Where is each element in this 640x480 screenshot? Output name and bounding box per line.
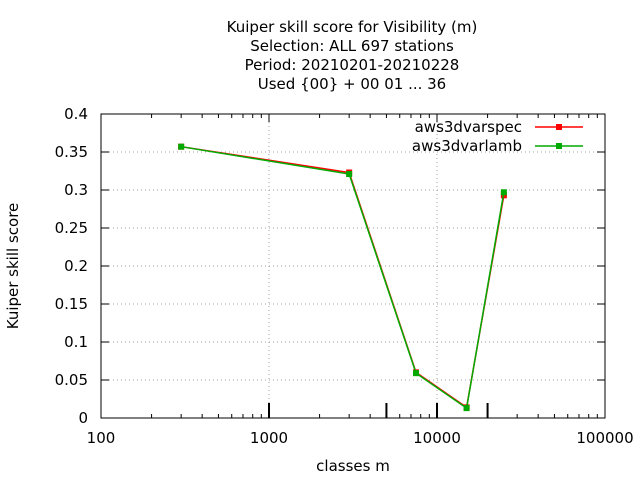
legend-marker — [556, 124, 562, 130]
x-tick-label: 100 — [87, 429, 116, 447]
x-tick-labels: 100 1000 10000 100000 — [87, 429, 634, 447]
x-tick-label: 1000 — [250, 429, 288, 447]
title-line: Kuiper skill score for Visibility (m) — [227, 18, 478, 36]
series-aws3dvarspec — [178, 143, 507, 411]
y-tick-label: 0.05 — [55, 371, 88, 389]
y-tick-labels: 0 0.05 0.1 0.15 0.2 0.25 0.3 0.35 0.4 — [55, 105, 88, 427]
legend-marker — [556, 143, 562, 149]
data-point — [413, 370, 420, 377]
legend-label: aws3dvarspec — [415, 118, 522, 136]
data-point — [463, 405, 470, 412]
y-tick-label: 0.1 — [64, 333, 88, 351]
y-tick-label: 0.15 — [55, 295, 88, 313]
y-tick-label: 0.2 — [64, 257, 88, 275]
y-tick-label: 0 — [78, 409, 88, 427]
series-line — [181, 145, 505, 409]
y-tick-label: 0.3 — [64, 181, 88, 199]
data-point — [346, 171, 353, 178]
class-marks — [268, 403, 489, 418]
chart-title: Kuiper skill score for Visibility (m)Sel… — [227, 18, 478, 93]
y-tick-label: 0.25 — [55, 219, 88, 237]
data-point — [500, 189, 507, 196]
series-line — [181, 145, 505, 410]
data-point — [178, 143, 185, 150]
legend-label: aws3dvarlamb — [412, 137, 522, 155]
x-axis-label: classes m — [316, 457, 390, 475]
y-axis-label: Kuiper skill score — [4, 203, 22, 330]
x-tick-label: 100000 — [576, 429, 633, 447]
series — [178, 143, 507, 412]
y-tick-label: 0.35 — [55, 143, 88, 161]
x-tick-label: 10000 — [413, 429, 461, 447]
title-line: Selection: ALL 697 stations — [250, 37, 454, 55]
title-line: Used {00} + 00 01 ... 36 — [258, 75, 446, 93]
grid — [101, 114, 605, 418]
title-line: Period: 20210201-20210228 — [245, 56, 460, 74]
axis-ticks — [100, 113, 606, 419]
series-aws3dvarlamb — [178, 143, 507, 412]
y-tick-label: 0.4 — [64, 105, 88, 123]
